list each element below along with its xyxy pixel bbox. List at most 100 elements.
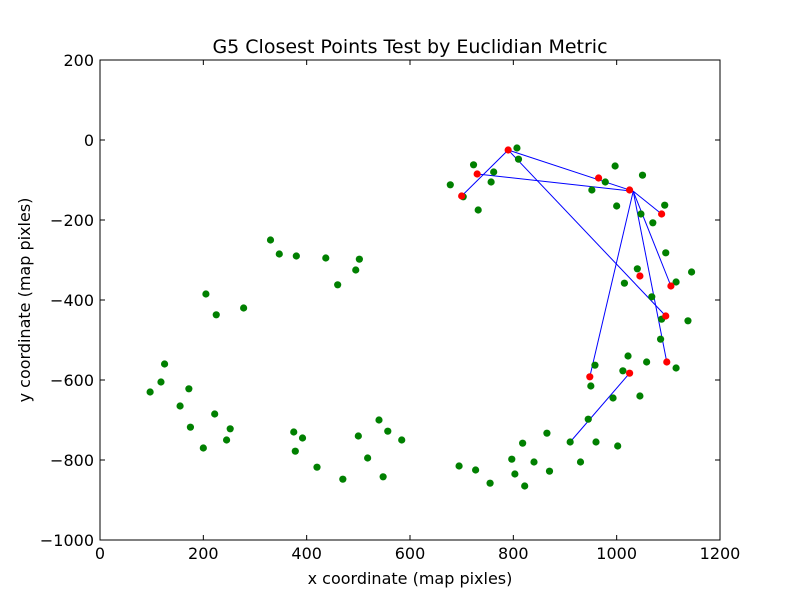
data-point-22 [334, 281, 342, 289]
data-point-70 [648, 293, 656, 301]
data-point-50 [566, 438, 574, 446]
data-point-67 [637, 210, 645, 218]
data-point-65 [633, 265, 641, 273]
data-point-42 [511, 470, 519, 478]
data-point-6 [186, 423, 195, 431]
data-point-12 [226, 425, 234, 433]
x-tick-label: 400 [291, 544, 322, 563]
data-point-68 [638, 171, 647, 179]
y-tick-label: −1000 [40, 531, 94, 550]
data-point-52 [584, 415, 592, 423]
closest-point-11 [663, 358, 671, 366]
data-point-47 [530, 458, 538, 466]
data-point-18 [292, 252, 300, 260]
closest-point-1 [458, 192, 466, 200]
data-point-43 [513, 144, 521, 152]
chart-title: G5 Closest Points Test by Euclidian Metr… [212, 36, 607, 58]
data-point-74 [661, 201, 669, 209]
data-point-16 [290, 428, 298, 436]
closest-points [458, 146, 675, 381]
data-point-24 [352, 266, 360, 274]
data-point-5 [185, 385, 193, 393]
data-point-7 [199, 444, 207, 452]
x-tick-label: 0 [95, 544, 105, 563]
data-point-19 [298, 434, 307, 442]
data-point-37 [472, 466, 480, 474]
data-point-60 [613, 202, 621, 210]
data-point-62 [619, 367, 627, 375]
data-point-14 [266, 236, 275, 244]
data-point-72 [656, 335, 665, 343]
closest-point-8 [636, 272, 644, 280]
connection-line-9 [569, 372, 630, 443]
data-points [146, 144, 696, 490]
data-point-17 [291, 447, 299, 455]
data-point-61 [614, 442, 622, 450]
x-tick-label: 1000 [596, 544, 637, 563]
data-point-26 [355, 255, 363, 263]
axis-ticks: 0 200 400 600 800 1000 1200 −1000 −800 −600 −400 −2… [40, 51, 740, 563]
data-point-20 [313, 463, 321, 471]
data-point-4 [176, 402, 184, 410]
data-point-64 [624, 352, 632, 360]
connection-line-1 [461, 149, 509, 197]
data-point-34 [455, 462, 463, 470]
data-point-45 [519, 439, 527, 447]
data-point-49 [545, 467, 554, 475]
data-point-58 [609, 394, 617, 402]
x-tick-label: 600 [395, 544, 426, 563]
data-point-78 [684, 317, 692, 325]
data-point-41 [508, 455, 516, 463]
data-point-40 [490, 168, 498, 176]
data-point-10 [211, 410, 219, 418]
data-point-76 [672, 364, 680, 372]
x-tick-label: 200 [188, 544, 219, 563]
x-tick-label: 800 [498, 544, 529, 563]
data-point-31 [398, 436, 406, 444]
data-point-11 [222, 436, 231, 444]
closest-point-9 [658, 210, 666, 218]
x-tick-label: 1200 [700, 544, 741, 563]
closest-point-3 [504, 146, 512, 154]
connection-line-7 [589, 191, 634, 377]
closest-point-5 [594, 174, 603, 182]
closest-point-2 [473, 170, 481, 178]
data-point-1 [146, 388, 154, 396]
data-point-25 [354, 432, 362, 440]
data-point-77 [672, 278, 680, 286]
data-point-3 [160, 360, 169, 368]
data-point-28 [375, 416, 383, 424]
y-tick-label: −200 [50, 211, 94, 230]
data-point-54 [588, 186, 596, 194]
connection-lines [461, 149, 672, 443]
data-point-38 [486, 479, 494, 487]
data-point-36 [474, 206, 482, 214]
y-tick-label: −800 [50, 451, 94, 470]
closest-point-12 [667, 282, 675, 290]
data-point-48 [543, 429, 551, 437]
connection-line-5 [507, 149, 667, 317]
connection-line-3 [477, 173, 634, 192]
data-point-79 [687, 268, 696, 276]
data-point-23 [339, 475, 347, 483]
data-point-59 [611, 162, 619, 170]
closest-point-6 [625, 186, 634, 194]
data-point-2 [157, 378, 165, 386]
closest-point-4 [586, 373, 594, 381]
x-axis-label: x coordinate (map pixles) [308, 569, 513, 588]
connection-line-6 [632, 191, 672, 287]
y-axis-label: y coordinate (map pixles) [15, 198, 34, 403]
y-tick-label: 0 [84, 131, 94, 150]
connection-line-2 [508, 149, 634, 192]
data-point-13 [240, 304, 248, 312]
data-point-35 [469, 161, 478, 169]
data-point-69 [643, 358, 651, 366]
data-point-56 [592, 438, 600, 446]
data-point-75 [662, 249, 670, 257]
data-point-44 [514, 155, 523, 163]
closest-point-7 [625, 369, 634, 377]
y-tick-label: −400 [50, 291, 94, 310]
data-point-32 [446, 181, 454, 189]
y-tick-label: 200 [63, 51, 94, 70]
